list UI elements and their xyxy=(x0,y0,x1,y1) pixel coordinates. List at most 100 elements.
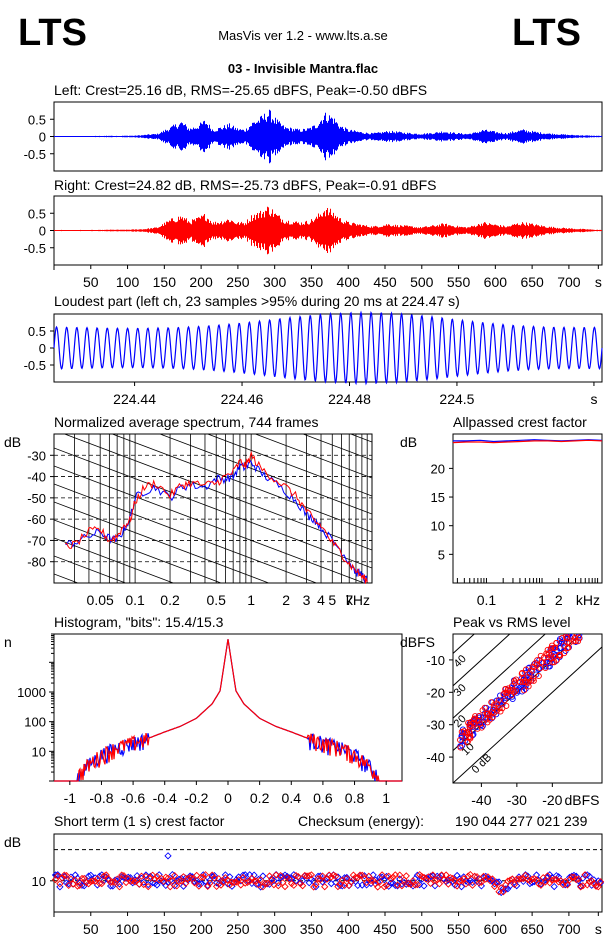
short-term-point xyxy=(175,877,183,886)
peak-rms-point xyxy=(576,624,581,629)
x-tick-label: 600 xyxy=(484,921,508,937)
short-term-point xyxy=(155,876,163,884)
x-tick-label: 224.5 xyxy=(439,391,474,407)
x-tick-label: 0.8 xyxy=(345,790,365,806)
short-term-point xyxy=(274,882,282,890)
x-tick-label: 150 xyxy=(153,921,177,937)
short-term-point xyxy=(98,879,106,888)
short-term-point xyxy=(413,871,422,879)
x-tick-label: -0.2 xyxy=(184,790,208,806)
x-tick-label: 1 xyxy=(538,592,546,608)
peak-rms-point xyxy=(519,678,526,686)
peak-rms-point xyxy=(574,638,582,645)
spectrum-slope-line xyxy=(54,447,372,569)
spectrum-slope-line xyxy=(63,434,372,551)
peak-rms-point xyxy=(512,687,519,694)
short-term-point xyxy=(453,882,461,890)
short-term-point xyxy=(413,880,422,889)
spectrum-title: Normalized average spectrum, 744 frames xyxy=(54,414,319,430)
short-term-point xyxy=(239,873,247,882)
x-tick-label: 224.48 xyxy=(328,391,371,407)
short-term-point xyxy=(115,883,124,891)
short-term-point xyxy=(490,882,499,891)
short-term-point xyxy=(221,871,230,879)
peak-rms-point xyxy=(477,720,484,727)
spectrum-slope-line xyxy=(54,592,372,712)
x-tick-label: 0.2 xyxy=(250,790,270,806)
short-term-point xyxy=(477,882,486,890)
waveform-trace-right xyxy=(54,206,602,255)
peak-rms-point xyxy=(543,650,550,657)
short-term-point xyxy=(204,881,212,890)
short-term-point xyxy=(499,888,508,896)
spectrum-frame xyxy=(53,433,373,584)
short-term-point xyxy=(402,872,410,880)
short-term-point xyxy=(140,878,148,886)
short-term-point xyxy=(581,871,589,879)
peak-rms-point xyxy=(457,744,464,751)
diagonal-label: 0 dB xyxy=(470,752,494,776)
short-term-point xyxy=(455,877,463,886)
x-tick-label: 50 xyxy=(83,921,99,937)
x-tick-label: -20 xyxy=(542,792,562,808)
short-term-point xyxy=(457,876,466,885)
peak-rms-point xyxy=(572,637,579,644)
short-term-point xyxy=(197,873,205,881)
short-term-point xyxy=(113,875,121,883)
peak-rms-point xyxy=(572,627,577,632)
short-term-point xyxy=(60,871,68,879)
peak-rms-point xyxy=(501,697,508,704)
short-term-point xyxy=(583,881,591,889)
short-term-point xyxy=(563,881,572,889)
short-term-points xyxy=(51,852,605,897)
short-term-point xyxy=(270,876,278,885)
peak-rms-point xyxy=(575,624,580,629)
short-term-point xyxy=(338,882,346,890)
y-tick-label: -50 xyxy=(27,491,46,506)
x-tick-label: 200 xyxy=(189,274,213,290)
x-tick-label: 650 xyxy=(520,274,544,290)
short-term-point xyxy=(513,882,521,890)
short-term-point xyxy=(554,878,563,886)
x-tick-label: 0.6 xyxy=(313,790,333,806)
short-term-point xyxy=(561,881,569,889)
short-term-point xyxy=(429,871,437,879)
y-tick-label: -70 xyxy=(27,533,46,548)
x-tick-label: 0.05 xyxy=(87,592,114,608)
short-term-point xyxy=(131,878,139,886)
short-term-point xyxy=(193,871,201,880)
y-tick-label: 15 xyxy=(431,490,445,505)
peak-rms-point xyxy=(544,646,551,653)
logo-left: LTS xyxy=(18,12,87,54)
peak-rms-point xyxy=(551,659,558,666)
peak-rms-point xyxy=(509,695,516,703)
x-tick-label: s xyxy=(595,921,602,937)
y-tick-label: -10 xyxy=(426,653,445,668)
short-term-point xyxy=(526,877,534,885)
checksum-label: Checksum (energy): xyxy=(298,813,424,829)
app-title: MasVis ver 1.2 - www.lts.a.se xyxy=(218,28,388,43)
short-term-point xyxy=(468,881,477,889)
peak-rms-point xyxy=(552,644,559,651)
short-term-point xyxy=(151,875,159,883)
peak-rms-point xyxy=(484,719,491,726)
peak-rms-point xyxy=(544,658,551,665)
short-term-point xyxy=(285,874,294,882)
short-term-point xyxy=(396,875,404,883)
peak-rms-point xyxy=(466,728,473,735)
x-tick-label: kHz xyxy=(576,592,600,608)
short-term-point xyxy=(592,882,600,890)
short-term-point xyxy=(67,875,75,883)
histogram-title: Histogram, "bits": 15.4/15.3 xyxy=(54,614,224,630)
x-tick-label: 7 xyxy=(345,592,353,608)
short-term-point xyxy=(195,882,203,890)
x-tick-label: dBFS xyxy=(564,792,599,808)
crest-diagonal-line xyxy=(453,646,602,783)
peak-rms-point xyxy=(559,634,566,642)
allpassed-frame xyxy=(452,433,603,584)
short-term-point xyxy=(568,873,576,881)
short-term-point xyxy=(270,881,278,889)
short-term-point xyxy=(451,881,459,889)
peak-rms-point xyxy=(500,691,507,698)
